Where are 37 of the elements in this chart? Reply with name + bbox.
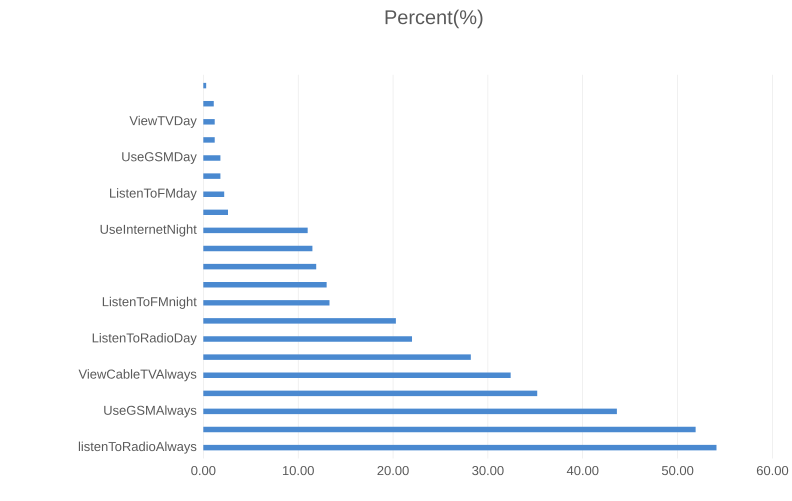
x-tick-label: 20.00 xyxy=(377,466,409,475)
x-tick-label: 10.00 xyxy=(282,466,314,475)
y-tick-label: UseGSMAlways xyxy=(104,405,196,418)
y-tick-label: ViewTVDay xyxy=(129,116,197,128)
x-tick-label: 30.00 xyxy=(472,466,504,475)
bar xyxy=(203,336,412,342)
chart-title: Percent(%) xyxy=(386,9,482,28)
bar xyxy=(203,228,308,233)
y-tick-label: ViewCableTVAlways xyxy=(78,369,196,382)
x-tick-label: 50.00 xyxy=(662,466,694,475)
bar xyxy=(203,426,696,432)
x-tick-label: 0.00 xyxy=(191,466,216,475)
y-tick-label: ListenToFMnight xyxy=(102,296,197,309)
bar xyxy=(203,408,617,414)
bar xyxy=(203,372,511,378)
y-tick-label: listenToRadioAlways xyxy=(78,441,196,454)
bar xyxy=(203,282,327,288)
bar xyxy=(203,318,396,324)
x-tick-label: 60.00 xyxy=(756,466,788,475)
x-tick-label: 40.00 xyxy=(566,466,598,475)
bar xyxy=(203,191,224,197)
bar xyxy=(203,246,312,252)
y-tick-label: UseInternetNight xyxy=(100,224,197,236)
bar xyxy=(203,444,716,450)
y-tick-label: ListenToFMday xyxy=(110,188,197,200)
bar xyxy=(203,137,215,142)
bar xyxy=(203,118,215,124)
bar xyxy=(203,354,471,360)
y-tick-label: UseGSMDay xyxy=(122,152,197,164)
bar xyxy=(203,155,220,161)
bar xyxy=(203,264,316,270)
bar xyxy=(203,390,538,396)
bar xyxy=(203,300,330,306)
y-tick-label: ListenToRadioDay xyxy=(92,332,197,345)
bar xyxy=(203,173,220,179)
bar xyxy=(203,209,228,215)
bar xyxy=(203,100,214,106)
